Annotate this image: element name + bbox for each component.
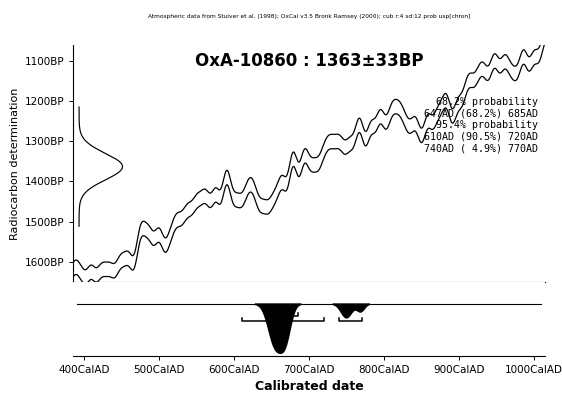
Text: OxA-10860 : 1363±33BP: OxA-10860 : 1363±33BP <box>195 52 423 70</box>
Text: Calibrated date: Calibrated date <box>255 380 364 393</box>
Y-axis label: Radiocarbon determination: Radiocarbon determination <box>10 87 20 240</box>
Text: 68.2% probability
  647AD (68.2%) 685AD
95.4% probability
  610AD (90.5%) 720AD
: 68.2% probability 647AD (68.2%) 685AD 95… <box>412 97 538 153</box>
Text: Atmospheric data from Stuiver et al. (1998); OxCal v3.5 Bronk Ramsey (2000); cub: Atmospheric data from Stuiver et al. (19… <box>148 14 470 19</box>
